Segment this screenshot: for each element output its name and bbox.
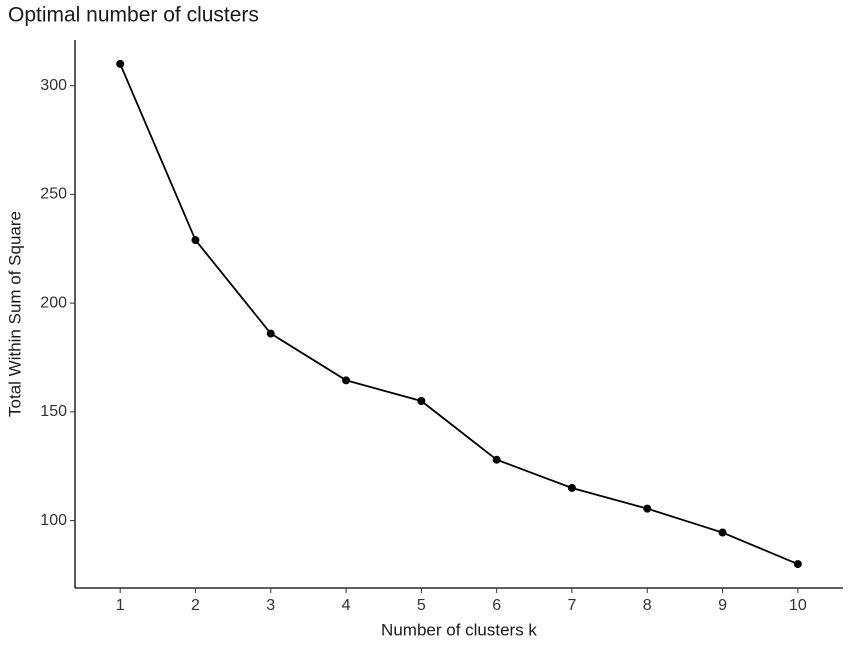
point [191, 236, 200, 245]
point [718, 528, 727, 537]
x-tick-label: 5 [417, 597, 426, 614]
x-tick-label: 10 [789, 597, 807, 614]
x-axis-title: Number of clusters k [381, 620, 537, 639]
point [417, 396, 426, 405]
x-tick-label: 3 [266, 597, 275, 614]
x-tick-label: 4 [342, 597, 351, 614]
point [266, 329, 275, 338]
y-tick-label: 300 [40, 77, 67, 94]
point [342, 376, 351, 385]
y-tick-label: 250 [40, 186, 67, 203]
x-tick-label: 6 [492, 597, 501, 614]
x-tick-label: 2 [191, 597, 200, 614]
point [492, 455, 501, 464]
y-tick-label: 200 [40, 294, 67, 311]
y-tick-label: 150 [40, 403, 67, 420]
point [643, 504, 652, 513]
x-tick-label: 8 [643, 597, 652, 614]
chart-title: Optimal number of clusters [8, 4, 259, 27]
line [119, 63, 799, 565]
x-tick-label: 7 [567, 597, 576, 614]
y-tick-label: 100 [40, 512, 67, 529]
y-axis-title: Total Within Sum of Square [5, 211, 24, 417]
x-tick-label: 9 [718, 597, 727, 614]
point [793, 560, 802, 569]
point [116, 59, 125, 68]
point [567, 483, 576, 492]
x-tick-label: 1 [116, 597, 125, 614]
